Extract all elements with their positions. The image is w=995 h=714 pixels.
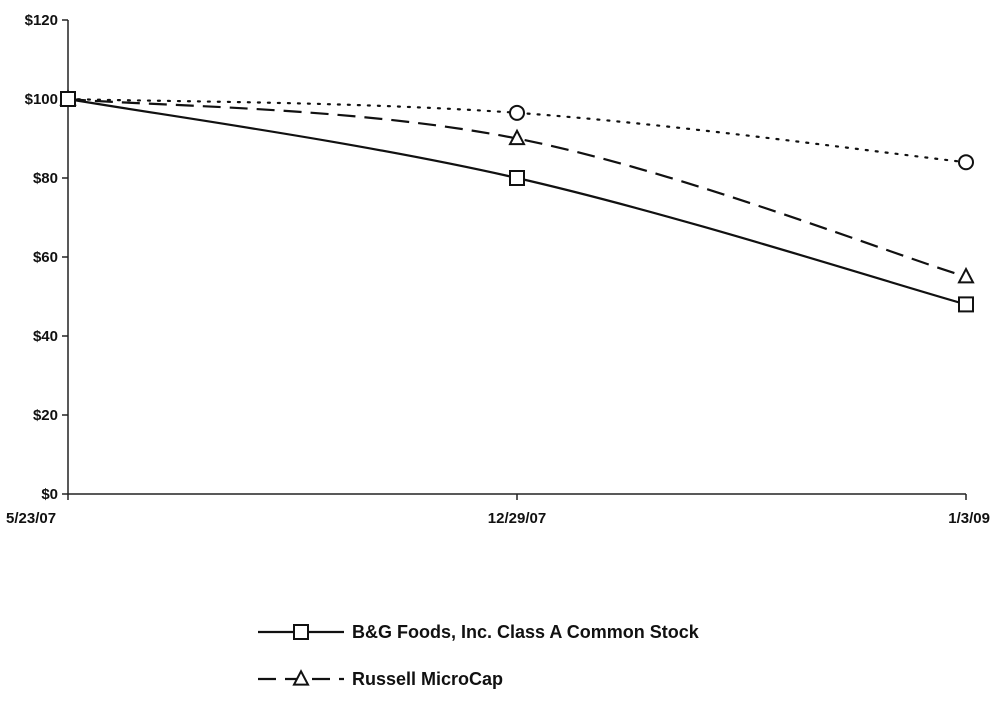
series-markers [59, 89, 975, 313]
y-tick-label: $20 [33, 407, 58, 424]
y-tick-label: $100 [25, 91, 58, 108]
axes [62, 19, 967, 500]
y-tick-label: $0 [41, 486, 58, 503]
y-tick-label: $80 [33, 170, 58, 187]
legend: B&G Foods, Inc. Class A Common Stock Russ… [258, 622, 700, 689]
circle-marker [958, 154, 974, 171]
legend-triangle-marker [292, 669, 310, 686]
x-tick-label: 12/29/07 [488, 510, 546, 527]
y-tick-label: $120 [25, 12, 58, 29]
legend-label: Russell MicroCap [352, 669, 503, 689]
y-tick-label: $60 [33, 249, 58, 266]
triangle-marker [957, 266, 975, 284]
legend-item-russell-microcap: Russell MicroCap [258, 669, 503, 689]
square-marker [509, 170, 525, 186]
circle-marker [509, 104, 525, 121]
legend-label: B&G Foods, Inc. Class A Common Stock [352, 622, 700, 642]
legend-item-b-g-foods-inc-class-a-common-stock: B&G Foods, Inc. Class A Common Stock [258, 622, 700, 642]
x-tick-label: 1/3/09 [948, 510, 990, 527]
y-tick-label: $40 [33, 328, 58, 345]
x-tick-label: 5/23/07 [6, 510, 56, 527]
triangle-marker [508, 128, 526, 146]
legend-square-marker [293, 624, 309, 640]
square-marker [958, 296, 974, 313]
series-line-russell-microcap [67, 97, 967, 278]
tick-labels: $0 $20 $40 $60 $80 $100 $120 5/23/07 12/29/07 1/3… [6, 12, 990, 527]
square-marker [60, 91, 76, 107]
